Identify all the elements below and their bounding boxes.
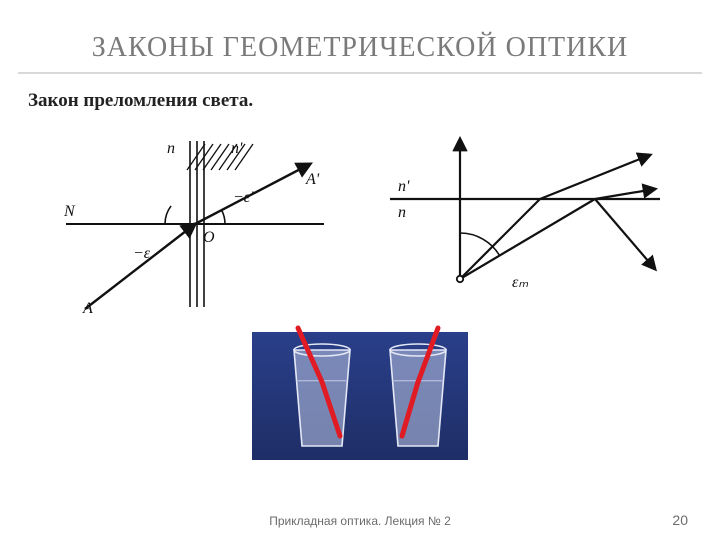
diagrams-row: n n' N O A A' −ε −ε' n' n εₘ: [30, 124, 690, 324]
footer-text: Прикладная оптика. Лекция № 2: [269, 514, 451, 528]
title-bar: ЗАКОНЫ ГЕОМЕТРИЧЕСКОЙ ОПТИКИ: [18, 22, 702, 74]
photo-svg: [262, 324, 458, 452]
diagram-right: n' n εₘ: [380, 129, 670, 319]
subtitle: Закон преломления света.: [28, 90, 692, 112]
svg-text:A: A: [82, 300, 93, 317]
svg-text:εₘ: εₘ: [512, 274, 528, 291]
svg-text:N: N: [63, 203, 76, 220]
svg-text:n': n': [231, 140, 243, 157]
svg-text:O: O: [203, 229, 215, 246]
photo-row: [0, 332, 720, 460]
refraction-diagram-svg: n n' N O A A' −ε −ε': [50, 129, 340, 319]
page-title: ЗАКОНЫ ГЕОМЕТРИЧЕСКОЙ ОПТИКИ: [24, 32, 696, 64]
footer: Прикладная оптика. Лекция № 2: [0, 514, 720, 528]
tir-diagram-svg: n' n εₘ: [380, 129, 670, 319]
svg-text:A': A': [305, 171, 320, 188]
svg-text:−ε: −ε: [133, 245, 151, 262]
svg-text:n: n: [167, 140, 175, 157]
svg-text:n': n': [398, 178, 410, 195]
svg-text:n: n: [398, 204, 406, 221]
svg-text:−ε': −ε': [233, 189, 254, 206]
diagram-left: n n' N O A A' −ε −ε': [50, 129, 340, 319]
refraction-photo: [252, 332, 468, 460]
slide: ЗАКОНЫ ГЕОМЕТРИЧЕСКОЙ ОПТИКИ Закон прело…: [0, 0, 720, 540]
page-number: 20: [672, 512, 688, 528]
